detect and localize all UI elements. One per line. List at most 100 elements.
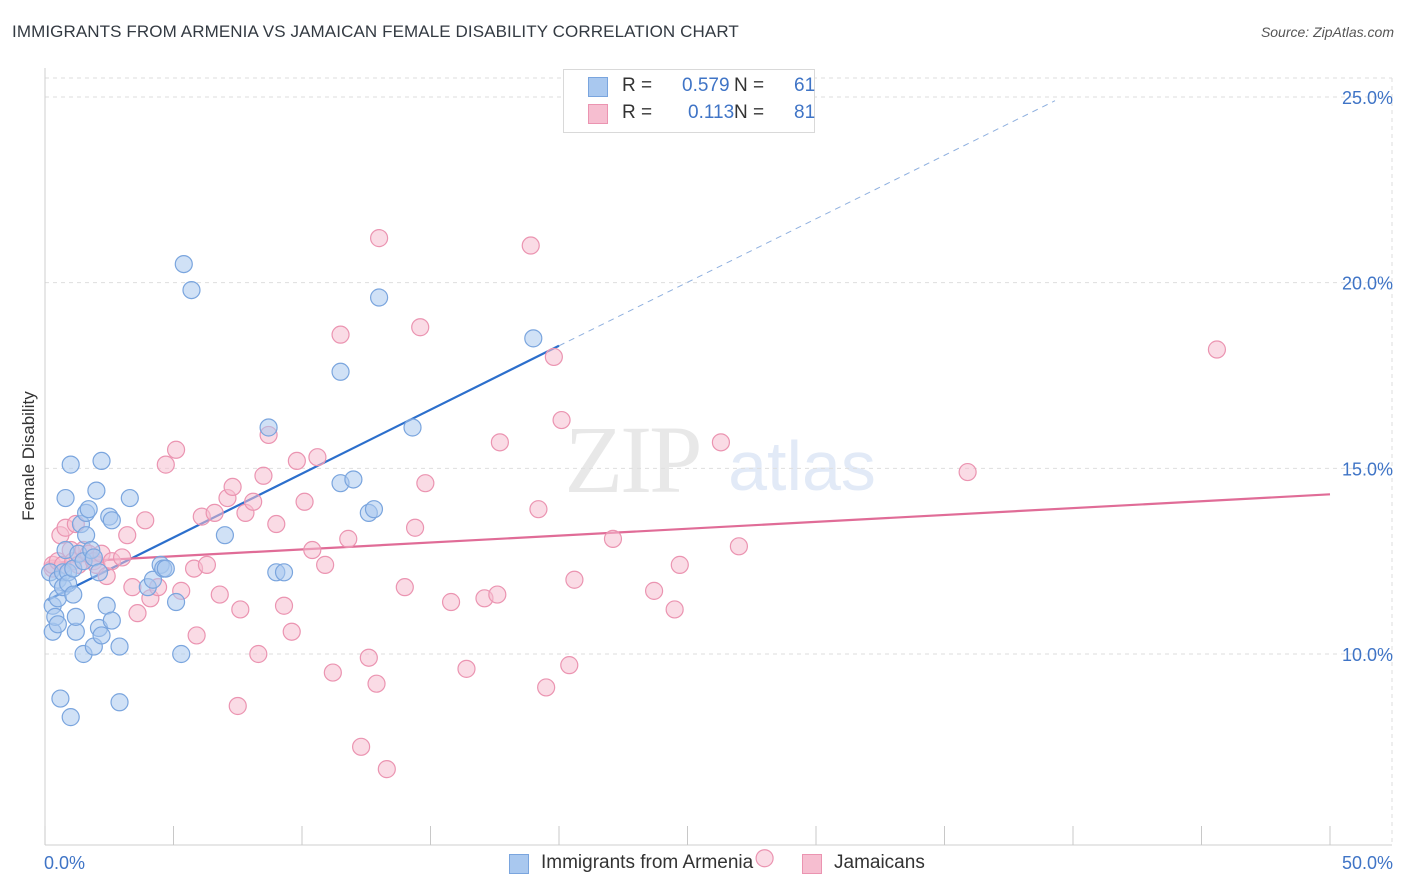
jamaica-point: [303, 540, 322, 560]
armenia-point: [364, 500, 384, 519]
x-tick-label-min: 0.0%: [44, 853, 85, 873]
jamaica-point: [395, 578, 414, 597]
jamaica-trend-line: [47, 493, 1331, 565]
jamaica-point: [411, 318, 430, 337]
armenia-point: [110, 693, 129, 712]
r-value: 0.579: [682, 75, 730, 96]
n-label: N =: [734, 75, 765, 96]
armenia-point: [215, 526, 234, 545]
jamaica-point: [665, 600, 684, 619]
x-tick-label-max: 50.0%: [1342, 853, 1393, 873]
jamaica-legend-swatch: [802, 854, 822, 874]
jamaica-point: [370, 229, 389, 248]
y-axis-label: Female Disability: [19, 391, 38, 521]
armenia-point: [66, 607, 85, 626]
armenia-point: [64, 585, 83, 604]
y-tick-label: 25.0%: [1342, 88, 1393, 108]
jamaica-point: [729, 537, 749, 556]
chart-title: IMMIGRANTS FROM ARMENIA VS JAMAICAN FEMA…: [12, 22, 739, 41]
jamaica-point: [670, 555, 689, 574]
y-tick-label: 10.0%: [1342, 645, 1393, 665]
armenia-point: [403, 418, 422, 437]
jamaica-point: [544, 347, 563, 367]
jamaica-point: [223, 477, 242, 496]
armenia-swatch: [588, 77, 608, 97]
jamaica-point: [274, 596, 294, 615]
jamaica-point: [537, 678, 556, 697]
jamaica-point: [603, 529, 623, 548]
jamaica-point: [316, 555, 335, 574]
y-tick-label: 20.0%: [1342, 274, 1393, 294]
axes: [44, 68, 1392, 846]
jamaica-point: [359, 648, 378, 667]
jamaica-point: [231, 600, 250, 619]
jamaica-swatch: [588, 104, 608, 124]
jamaica-point: [123, 578, 142, 597]
armenia-point: [182, 280, 201, 300]
watermark-atlas: atlas: [728, 427, 876, 505]
jamaica-point: [166, 440, 186, 459]
n-value: 61: [794, 75, 816, 96]
armenia-point: [344, 470, 363, 489]
jamaica-point: [352, 737, 371, 756]
legend-label: Immigrants from Armenia: [541, 852, 754, 873]
jamaica-point: [228, 696, 247, 716]
armenia-point: [56, 488, 75, 508]
jamaica-point: [156, 455, 175, 474]
r-value: 0.113: [688, 102, 735, 123]
jamaica-point: [488, 585, 507, 604]
jamaica-point: [118, 526, 137, 545]
tick-labels: 10.0% 15.0% 20.0% 25.0% 0.0% 50.0%: [44, 88, 1393, 873]
armenia-point: [92, 626, 111, 645]
jamaica-point: [112, 548, 132, 567]
jamaica-point: [331, 325, 350, 344]
armenia-point: [87, 481, 106, 500]
jamaica-point: [441, 592, 461, 612]
legend-label: Jamaicans: [834, 852, 925, 873]
jamaica-point: [254, 466, 273, 485]
jamaica-point: [308, 448, 327, 467]
jamaica-point: [529, 500, 548, 519]
armenia-point: [331, 362, 350, 381]
jamaica-point: [249, 644, 268, 664]
armenia-point: [120, 488, 139, 508]
armenia-point: [172, 644, 191, 664]
jamaica-point: [136, 511, 155, 530]
jamaica-point: [267, 514, 286, 534]
jamaica-point: [644, 581, 664, 600]
armenia-point: [92, 451, 111, 471]
jamaica-point: [323, 663, 342, 682]
r-label: R =: [622, 75, 653, 96]
armenia-point: [524, 329, 543, 348]
grid-lines: [45, 77, 1393, 845]
jamaica-point: [490, 433, 509, 452]
armenia-point: [370, 288, 389, 307]
armenia-point: [61, 708, 80, 727]
armenia-point: [259, 418, 278, 437]
armenia-point: [143, 570, 163, 589]
armenia-point: [274, 563, 294, 582]
jamaica-point: [287, 451, 306, 471]
jamaica-point: [521, 236, 540, 255]
jamaica-point: [405, 518, 425, 537]
jamaica-point: [339, 529, 358, 548]
n-label: N =: [734, 102, 765, 123]
armenia-point: [110, 637, 129, 656]
armenia-legend-swatch: [509, 854, 529, 874]
series-legend: Immigrants from Armenia Jamaicans: [0, 852, 1406, 880]
armenia-points: [41, 255, 543, 727]
armenia-point: [102, 511, 121, 530]
armenia-point: [79, 500, 98, 519]
armenia-point: [102, 611, 121, 630]
jamaica-point: [367, 674, 386, 693]
n-value: 81: [794, 102, 816, 123]
jamaica-point: [1207, 340, 1227, 359]
zipatlas-watermark: ZIP atlas: [565, 406, 876, 513]
y-tick-label: 15.0%: [1342, 459, 1393, 479]
armenia-point: [166, 592, 186, 612]
jamaicans-points: [43, 229, 1227, 868]
jamaica-point: [755, 849, 774, 868]
jamaica-point: [210, 585, 229, 604]
jamaica-point: [958, 462, 977, 482]
